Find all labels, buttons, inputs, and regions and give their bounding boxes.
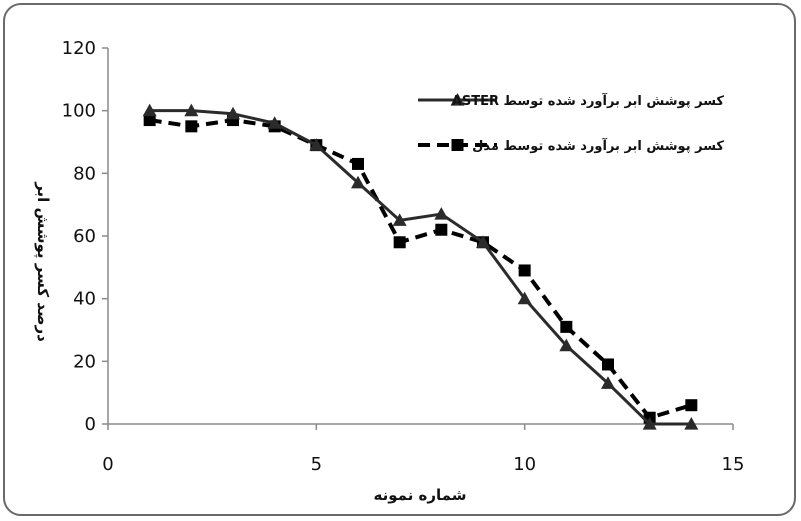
- data-point-square: [602, 358, 614, 370]
- legend: کسر پوشش ابر برآورد شده توسط ASTER کسر پو…: [418, 92, 724, 154]
- data-point-square: [560, 321, 572, 333]
- y-axis-title: درصد کسر پوشش ابر: [33, 181, 52, 342]
- y-tick-label: 20: [73, 351, 96, 372]
- x-axis-title: شماره نمونه: [374, 486, 467, 504]
- x-tick-label: 10: [513, 454, 536, 475]
- data-point-square: [352, 158, 364, 170]
- data-point-square: [185, 120, 197, 132]
- data-point-square: [519, 264, 531, 276]
- y-tick-label: 120: [62, 38, 96, 59]
- y-tick-label: 100: [62, 101, 96, 122]
- data-point-square: [435, 224, 447, 236]
- legend-entry: کسر پوشش ابر برآورد شده توسط مدل: [418, 137, 724, 154]
- legend-entry: کسر پوشش ابر برآورد شده توسط ASTER: [418, 92, 724, 109]
- data-point-square: [394, 236, 406, 248]
- y-tick-label: 0: [85, 414, 96, 435]
- series-model: [144, 114, 698, 424]
- y-tick-label: 80: [73, 163, 96, 184]
- legend-label: کسر پوشش ابر برآورد شده توسط مدل: [472, 137, 724, 154]
- legend-marker-square: [452, 139, 464, 151]
- series-line: [150, 111, 692, 424]
- y-tick-label: 60: [73, 226, 96, 247]
- series-line: [150, 120, 692, 418]
- x-tick-label: 5: [311, 454, 322, 475]
- y-tick-label: 40: [73, 289, 96, 310]
- x-tick-label: 15: [722, 454, 745, 475]
- data-point-square: [685, 399, 697, 411]
- x-tick-label: 0: [102, 454, 113, 475]
- legend-label: کسر پوشش ابر برآورد شده توسط ASTER: [452, 92, 725, 109]
